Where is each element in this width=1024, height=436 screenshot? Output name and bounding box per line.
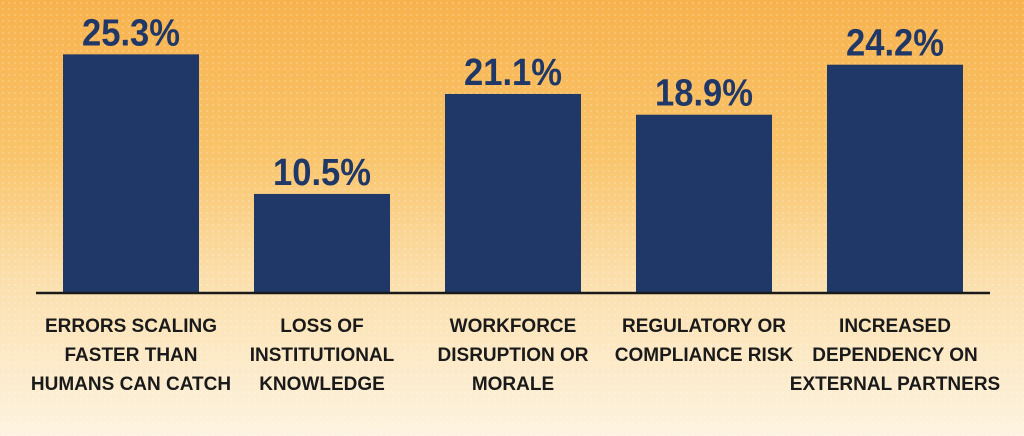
- category-label-line: INCREASED: [839, 316, 951, 337]
- bar-3: [445, 93, 581, 293]
- category-label-line: INSTITUTIONAL: [250, 345, 395, 366]
- bar-value-label-3: 21.1%: [464, 52, 562, 94]
- category-label-4: REGULATORY OR COMPLIANCE RISK: [615, 316, 794, 366]
- category-label-line: MORALE: [472, 374, 554, 395]
- value-labels-layer: 25.3% 10.5% 21.1% 18.9% 24.2%: [82, 12, 944, 194]
- bar-5: [827, 64, 963, 293]
- category-label-1: ERRORS SCALING FASTER THAN HUMANS CAN CATC…: [31, 316, 231, 395]
- bar-value-label-2: 10.5%: [273, 152, 371, 194]
- bar-2: [254, 193, 390, 293]
- bar-4: [636, 114, 772, 294]
- category-label-line: EXTERNAL PARTNERS: [790, 374, 1000, 395]
- category-label-line: FASTER THAN: [65, 345, 198, 366]
- bar-value-label-1: 25.3%: [82, 12, 180, 54]
- bar-1: [63, 54, 199, 293]
- category-label-line: LOSS OF: [280, 316, 363, 337]
- category-label-line: WORKFORCE: [450, 316, 577, 337]
- category-label-line: DEPENDENCY ON: [812, 345, 977, 366]
- category-label-line: COMPLIANCE RISK: [615, 345, 794, 366]
- category-label-3: WORKFORCE DISRUPTION OR MORALE: [438, 316, 589, 395]
- category-label-5: INCREASED DEPENDENCY ON EXTERNAL PARTNERS: [790, 316, 1000, 395]
- category-label-line: HUMANS CAN CATCH: [31, 374, 231, 395]
- category-label-2: LOSS OF INSTITUTIONAL KNOWLEDGE: [250, 316, 395, 395]
- bar-value-label-5: 24.2%: [846, 23, 944, 65]
- bars-layer: [63, 54, 963, 294]
- category-label-line: DISRUPTION OR: [438, 345, 589, 366]
- category-label-line: ERRORS SCALING: [45, 316, 217, 337]
- category-label-line: KNOWLEDGE: [259, 374, 385, 395]
- category-label-line: REGULATORY OR: [622, 316, 786, 337]
- bar-value-label-4: 18.9%: [655, 73, 753, 115]
- category-labels-layer: ERRORS SCALING FASTER THAN HUMANS CAN CATC…: [31, 316, 1000, 395]
